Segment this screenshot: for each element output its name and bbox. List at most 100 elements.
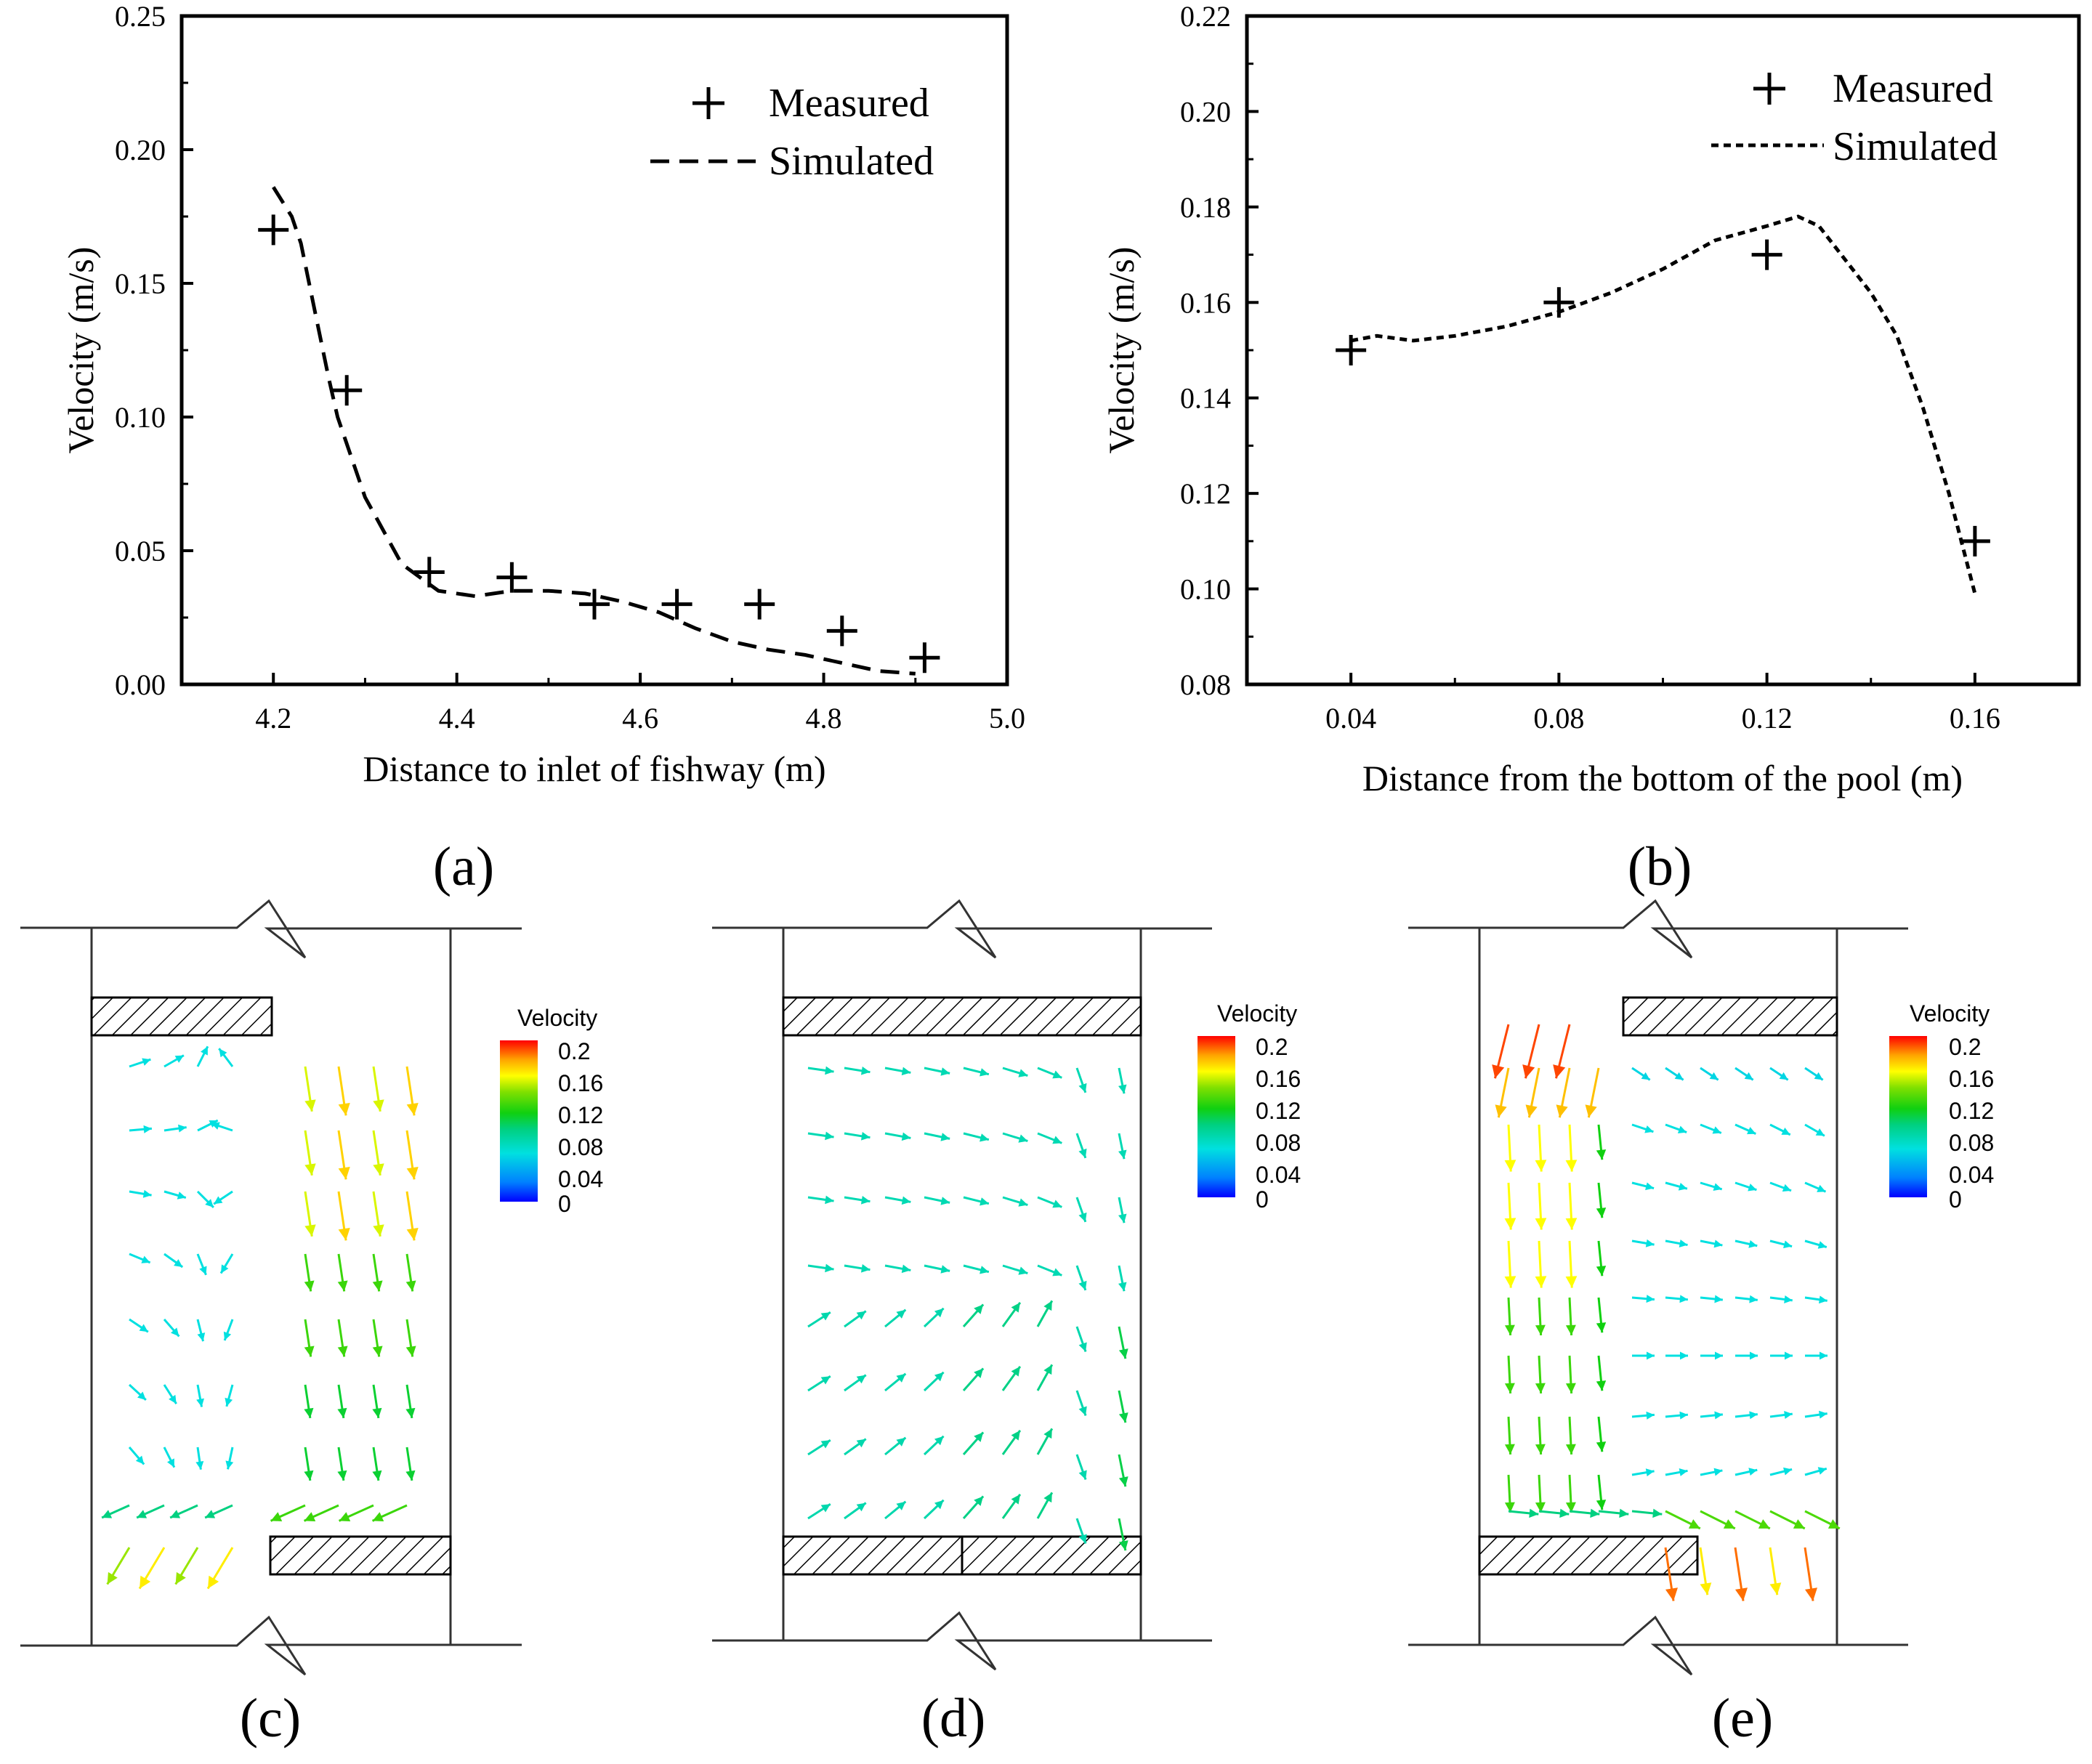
velocity-vector [1734, 1239, 1758, 1248]
legend-level: 0 [1256, 1186, 1269, 1213]
measured-point [579, 588, 610, 620]
velocity-vector [1565, 1182, 1578, 1230]
legend-level: 0.08 [558, 1134, 603, 1160]
velocity-vector [1037, 1132, 1062, 1144]
velocity-vector [1492, 1024, 1510, 1079]
velocity-vector [225, 1384, 234, 1407]
velocity-vector [196, 1190, 214, 1208]
simulated-line [272, 186, 916, 676]
velocity-vector [1804, 1181, 1827, 1193]
velocity-vector [1556, 1067, 1571, 1118]
legend-level: 0 [558, 1191, 571, 1217]
velocity-vector [1665, 1239, 1688, 1247]
velocity-vector [1001, 1302, 1022, 1327]
legend: Measured Simulated [650, 81, 934, 184]
tick-marks [182, 15, 1009, 686]
velocity-vector [1075, 1326, 1087, 1353]
velocity-vector [1804, 1295, 1828, 1304]
velocity-vector [1770, 1351, 1793, 1360]
y-tick-label: 0.18 [1180, 191, 1231, 224]
measured-point [826, 615, 857, 647]
velocity-vector [1036, 1364, 1054, 1391]
velocity-vector [1002, 1067, 1028, 1077]
velocity-vector [844, 1264, 871, 1273]
velocity-vector [1037, 1067, 1062, 1079]
legend-title: Velocity [1910, 1000, 1990, 1027]
velocity-vector [1665, 1510, 1701, 1530]
measured-series [258, 214, 940, 673]
velocity-vector [372, 1253, 383, 1292]
legend-level: 0.04 [1949, 1162, 1994, 1188]
velocity-vector [129, 1253, 151, 1264]
measured-series [1336, 239, 1990, 557]
legend-measured-label: Measured [769, 81, 929, 126]
velocity-vector [1769, 1510, 1806, 1530]
velocity-vector [1504, 1124, 1517, 1172]
colorbar [1889, 1036, 1927, 1197]
velocity-vector [1037, 1264, 1062, 1277]
velocity-legend: Velocity 0.2 0.16 0.12 0.08 0.04 0 [500, 1005, 603, 1217]
velocity-vector [963, 1132, 990, 1142]
velocity-vector [1535, 1124, 1547, 1172]
panel-b-chart: 0.04 0.08 0.12 0.16 0.08 0.10 0.12 0.14 0.16 0.18… [1101, 0, 2081, 897]
velocity-vector [206, 1547, 234, 1590]
simulated-series [272, 186, 916, 676]
velocity-vector [1631, 1468, 1655, 1477]
tick-marks [1247, 15, 1976, 686]
velocity-vector [1769, 1181, 1792, 1192]
velocity-vector [884, 1196, 911, 1205]
tick-labels: 4.2 4.4 4.6 4.8 5.0 0.00 0.05 0.10 0.15 0.20 0.25 [115, 0, 1025, 735]
velocity-vector [1504, 1474, 1515, 1513]
velocity-vector [1598, 1508, 1629, 1518]
velocity-vector [1001, 1430, 1022, 1455]
velocity-vector [884, 1264, 911, 1274]
velocity-vector [844, 1374, 867, 1392]
velocity-vector [1664, 1547, 1678, 1601]
velocity-vector [807, 1131, 834, 1141]
legend-simulated-label: Simulated [1833, 124, 1998, 169]
velocity-vector [884, 1132, 911, 1141]
y-tick-label: 0.12 [1180, 477, 1231, 510]
channel-walls [1408, 899, 1908, 1676]
baffle-bottom-left [1478, 1535, 1699, 1576]
x-tick-label: 0.16 [1950, 702, 2000, 735]
velocity-vector [196, 1045, 209, 1067]
velocity-vector [196, 1319, 206, 1342]
velocity-vector [405, 1384, 416, 1419]
velocity-vector [129, 1058, 151, 1068]
velocity-vector [1769, 1411, 1793, 1419]
y-tick-label: 0.15 [115, 267, 166, 300]
panel-d-flow-field: Velocity 0.2 0.16 0.12 0.08 0.04 0 (d) [712, 899, 1301, 1749]
baffle-bottom-right [269, 1535, 452, 1576]
measured-point [1751, 239, 1782, 270]
velocity-vector [923, 1307, 945, 1328]
velocity-vector [807, 1311, 831, 1328]
x-tick-label: 4.8 [806, 702, 842, 735]
velocity-vector [923, 1499, 945, 1520]
velocity-vector [1538, 1508, 1570, 1518]
velocity-vectors [1492, 1024, 1841, 1601]
velocity-vector [163, 1319, 180, 1338]
velocity-vector [337, 1191, 350, 1241]
velocity-vector [372, 1319, 383, 1357]
velocity-vector [1037, 1196, 1062, 1208]
velocity-vector [270, 1504, 306, 1522]
velocity-vector [1734, 1468, 1758, 1476]
baffle-bottom-right [961, 1535, 1142, 1576]
legend-simulated-label: Simulated [769, 139, 934, 184]
velocity-vector [844, 1067, 871, 1075]
velocity-vector [884, 1308, 907, 1328]
measured-point [1959, 525, 1990, 557]
velocity-vector [1565, 1416, 1576, 1455]
legend-level: 0.16 [558, 1070, 603, 1096]
velocity-vector [372, 1066, 384, 1112]
velocity-vector [337, 1066, 350, 1116]
velocity-vector [1804, 1239, 1828, 1249]
velocity-vectors [807, 1066, 1128, 1551]
measured-point [909, 642, 940, 673]
legend-level: 0.16 [1949, 1066, 1994, 1092]
velocity-vector [1631, 1067, 1651, 1081]
legend-level: 0.12 [1949, 1098, 1994, 1124]
y-tick-label: 0.14 [1180, 382, 1231, 415]
velocity-vector [1632, 1351, 1655, 1360]
